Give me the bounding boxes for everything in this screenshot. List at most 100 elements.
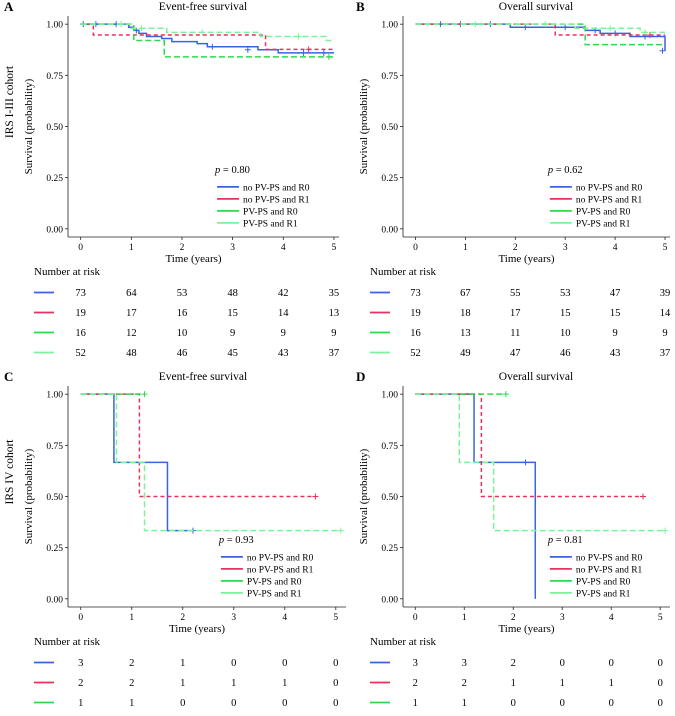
risk-cell: 1 <box>282 678 287 689</box>
km-curve-4 <box>415 23 666 34</box>
risk-cell: 13 <box>460 328 471 339</box>
legend-label: no PV-PS and R0 <box>576 553 643 563</box>
risk-cell: 1 <box>511 678 516 689</box>
risk-cell: 15 <box>610 308 621 319</box>
risk-cell: 0 <box>609 698 614 709</box>
x-tick-label: 2 <box>511 613 516 623</box>
x-axis-label: Time (years) <box>498 623 554 635</box>
panel-b: B Overall survival 0.00 0.25 0.50 0.75 1.00 0 1 2… <box>356 0 671 359</box>
x-tick-label: 1 <box>129 613 134 623</box>
risk-table-title: Number at risk <box>370 636 436 648</box>
legend-label: no PV-PS and R1 <box>243 195 310 205</box>
censor-mark <box>138 25 145 32</box>
y-tick-label: 0.50 <box>381 123 398 133</box>
risk-cell: 3 <box>413 658 418 669</box>
risk-cell: 14 <box>660 308 671 319</box>
censor-mark <box>118 21 125 28</box>
risk-cell: 2 <box>511 658 516 669</box>
censor-mark <box>295 33 302 40</box>
legend: no PV-PS and R0 no PV-PS and R1 PV-PS and … <box>220 553 314 599</box>
x-tick-label: 0 <box>78 613 83 623</box>
km-curve-4 <box>415 393 666 532</box>
x-tick-label: 0 <box>413 613 418 623</box>
risk-cell: 55 <box>510 288 521 299</box>
y-tick-label: 0.50 <box>46 493 63 503</box>
x-tick-label: 3 <box>560 613 565 623</box>
risk-cell: 3 <box>78 658 83 669</box>
row-label-irs-i-iii: IRS I-III cohort <box>4 65 16 138</box>
risk-cell: 0 <box>609 658 614 669</box>
legend-label: PV-PS and R1 <box>247 589 302 599</box>
y-tick-label: 0.00 <box>381 595 398 605</box>
risk-cell: 64 <box>126 288 137 299</box>
x-tick-label: 3 <box>231 613 236 623</box>
risk-cell: 53 <box>177 288 188 299</box>
censor-mark <box>647 32 654 39</box>
risk-cell: 0 <box>658 678 663 689</box>
risk-cell: 0 <box>333 658 338 669</box>
censor-mark <box>325 53 332 60</box>
x-tick-label: 3 <box>230 243 235 253</box>
risk-cell: 1 <box>78 698 83 709</box>
x-tick-label: 4 <box>609 613 614 623</box>
risk-cell: 73 <box>75 288 86 299</box>
risk-cell: 0 <box>333 678 338 689</box>
km-curve-1 <box>415 23 666 51</box>
risk-cell: 2 <box>129 678 134 689</box>
risk-cell: 67 <box>460 288 471 299</box>
panel-letter: B <box>356 0 365 14</box>
legend-label: PV-PS and R0 <box>576 207 631 217</box>
risk-cell: 52 <box>75 348 86 359</box>
km-curve-1 <box>80 393 193 532</box>
x-tick-label: 3 <box>563 243 568 253</box>
p-value: p = 0.62 <box>547 165 583 176</box>
risk-cell: 9 <box>612 328 617 339</box>
x-tick-label: 0 <box>413 243 418 253</box>
risk-table-title: Number at risk <box>34 266 100 278</box>
panel-title: Overall survival <box>499 1 573 13</box>
censor-mark <box>320 49 327 56</box>
km-curve-1 <box>80 23 334 54</box>
risk-cell: 1 <box>413 698 418 709</box>
risk-cell: 1 <box>462 698 467 709</box>
p-value: p = 0.81 <box>547 535 583 546</box>
censor-mark <box>640 493 647 500</box>
risk-cell: 2 <box>413 678 418 689</box>
risk-cell: 16 <box>177 308 188 319</box>
y-tick-label: 0.75 <box>46 442 63 452</box>
risk-cell: 18 <box>460 308 471 319</box>
legend-label: PV-PS and R0 <box>576 577 631 587</box>
km-curve-2 <box>415 393 644 498</box>
censor-mark <box>141 391 148 398</box>
x-tick-label: 2 <box>180 243 185 253</box>
risk-cell: 43 <box>278 348 289 359</box>
risk-cell: 53 <box>560 288 571 299</box>
risk-cell: 15 <box>227 308 238 319</box>
risk-cell: 47 <box>510 348 521 359</box>
x-axis-label: Time (years) <box>165 253 221 265</box>
risk-cell: 0 <box>511 698 516 709</box>
legend: no PV-PS and R0 no PV-PS and R1 PV-PS and … <box>549 183 643 229</box>
panel-letter: C <box>4 369 13 384</box>
y-tick-label: 1.00 <box>46 21 63 31</box>
risk-cell: 48 <box>126 348 137 359</box>
x-axis-label: Time (years) <box>498 253 554 265</box>
censor-mark <box>607 25 614 32</box>
panel-title: Event-free survival <box>159 1 247 13</box>
censor-mark <box>659 47 666 54</box>
risk-cell: 52 <box>410 348 421 359</box>
x-tick-label: 4 <box>613 243 618 253</box>
y-tick-label: 1.00 <box>381 21 398 31</box>
legend-label: PV-PS and R0 <box>243 207 298 217</box>
risk-cell: 46 <box>560 348 571 359</box>
risk-cell: 9 <box>281 328 286 339</box>
km-curve-2 <box>415 23 666 36</box>
x-tick-label: 5 <box>333 613 338 623</box>
risk-cell: 45 <box>227 348 238 359</box>
risk-cell: 37 <box>329 348 340 359</box>
x-tick-label: 5 <box>663 243 668 253</box>
censor-mark <box>522 24 529 31</box>
risk-cell: 0 <box>658 658 663 669</box>
risk-cell: 0 <box>282 658 287 669</box>
y-tick-label: 0.25 <box>46 174 63 184</box>
